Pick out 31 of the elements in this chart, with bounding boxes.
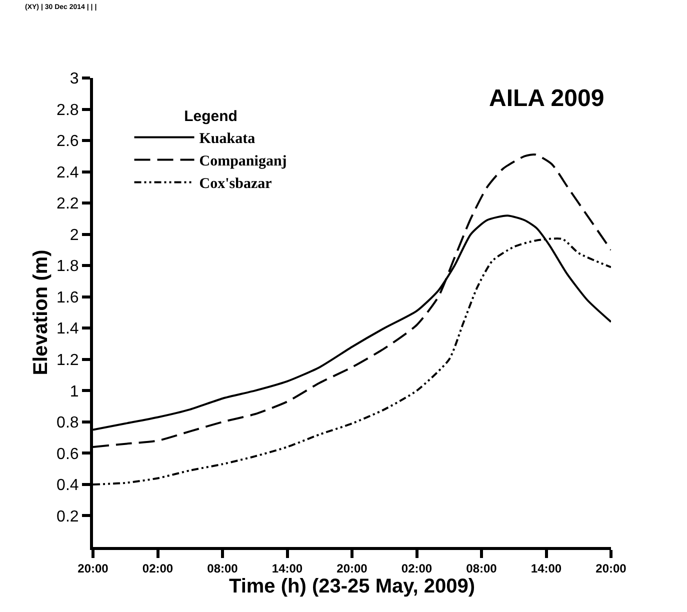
legend-label: Kuakata [199, 131, 256, 148]
y-tick-label: 1 [70, 383, 79, 400]
x-axis-title: Time (h) (23-25 May, 2009) [228, 575, 476, 598]
y-tick-label: 0.8 [56, 414, 79, 432]
y-tick-label: 0.4 [56, 477, 79, 494]
x-tick-label: 02:00 [401, 561, 432, 576]
y-tick-label: 2.8 [56, 102, 79, 119]
legend-label: Cox'sbazar [199, 176, 272, 192]
y-tick-label: 1.6 [56, 289, 79, 306]
y-tick-label: 1.4 [56, 320, 79, 338]
y-tick-label: 0.2 [56, 508, 79, 526]
x-tick-label: 20:00 [596, 561, 627, 576]
y-tick-label: 0.6 [56, 446, 79, 463]
x-tick-label: 14:00 [272, 561, 303, 576]
y-tick-label: 2 [70, 226, 79, 244]
y-tick-label: 1.8 [56, 258, 79, 276]
y-tick-label: 1.2 [56, 352, 79, 369]
y-tick-label: 2.4 [56, 164, 79, 182]
y-tick-label: 3 [70, 70, 79, 88]
legend-label: Companiganj [199, 154, 287, 170]
x-tick-label: 08:00 [207, 561, 238, 576]
x-tick-label: 02:00 [142, 561, 174, 576]
x-tick-label: 20:00 [78, 561, 109, 576]
y-tick-label: 2.6 [56, 133, 79, 150]
x-tick-label: 14:00 [530, 561, 562, 576]
y-tick-label: 2.2 [56, 196, 79, 213]
legend-title: Legend [184, 108, 238, 125]
x-tick-label: 20:00 [336, 561, 368, 576]
chart-title: AILA 2009 [489, 85, 604, 112]
y-axis-title: Elevation (m) [30, 250, 52, 376]
x-tick-label: 08:00 [466, 561, 498, 576]
